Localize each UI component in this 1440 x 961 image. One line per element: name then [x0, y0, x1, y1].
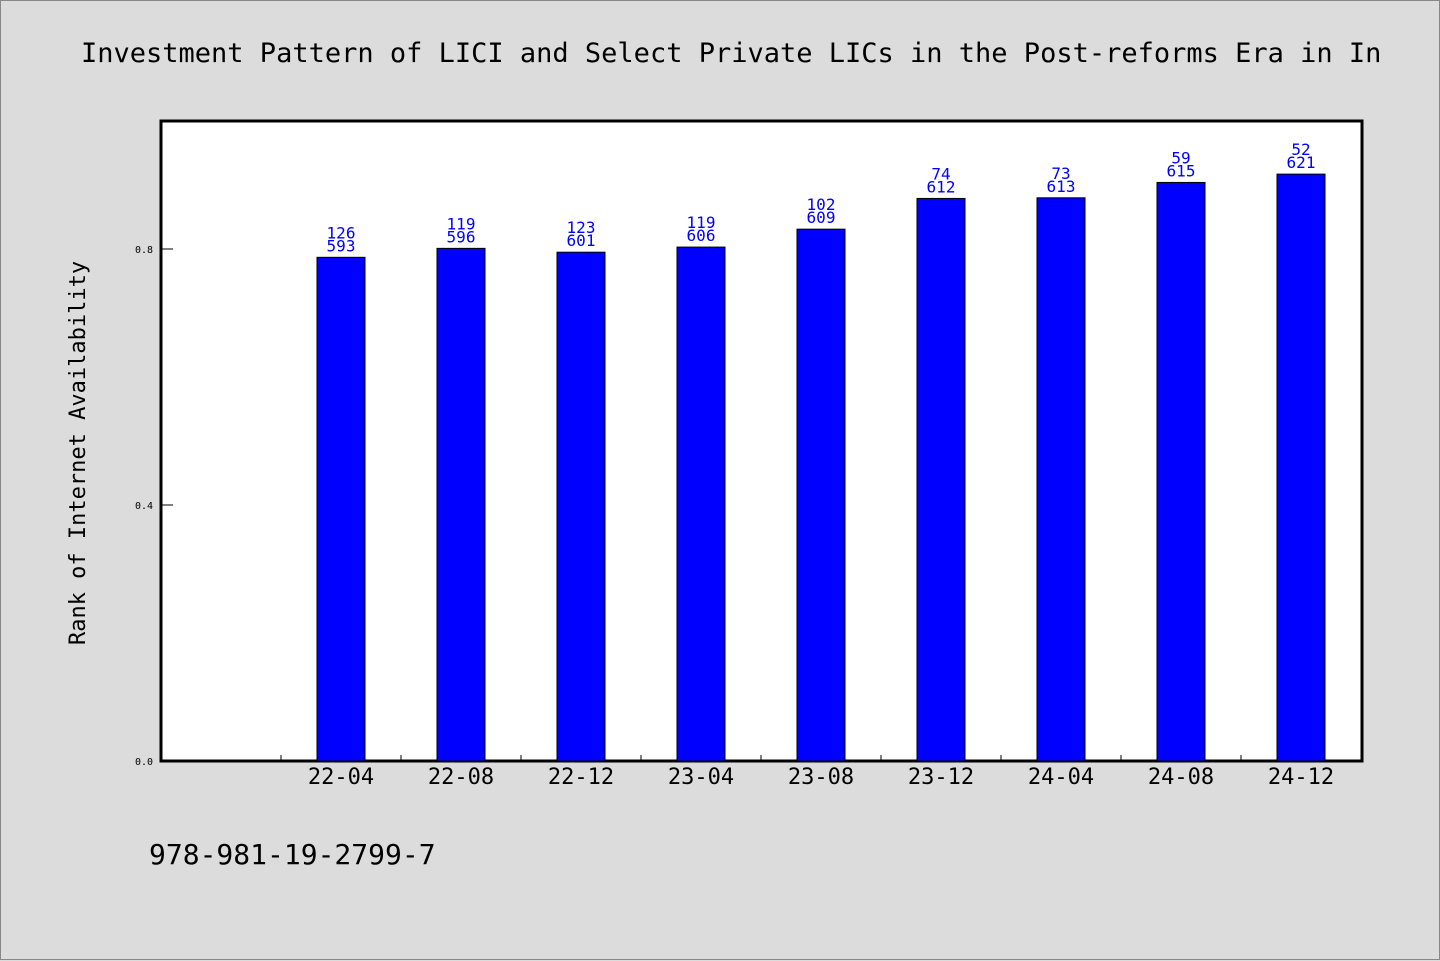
bar-24-08: [1156, 181, 1206, 762]
x-tick-label-23-08: 23-08: [788, 765, 854, 790]
y-tick-label-0.4: 0.4: [135, 501, 153, 512]
data-label-bottom-22-08: 596: [447, 227, 476, 246]
data-label-top-22-04: 126: [327, 223, 356, 242]
y-tick-label-0.8: 0.8: [135, 245, 153, 256]
x-tick-label-23-12: 23-12: [908, 765, 974, 790]
y-axis-ticks: 0.0 0.4 0.8: [135, 245, 173, 768]
y-tick-label-0.0: 0.0: [135, 757, 153, 768]
bar-24-12: [1276, 173, 1326, 762]
bar-22-04: [316, 256, 366, 762]
data-label-top-24-08: 59: [1171, 148, 1190, 167]
bar-23-04: [676, 246, 726, 762]
bar-23-08: [796, 228, 846, 762]
data-label-top-22-12: 123: [567, 218, 596, 237]
x-tick-label-23-04: 23-04: [668, 765, 734, 790]
x-tick-label-22-04: 22-04: [308, 765, 374, 790]
footer-isbn: 978-981-19-2799-7: [149, 838, 436, 871]
x-tick-label-22-12: 22-12: [548, 765, 614, 790]
bar-23-12: [916, 197, 966, 762]
data-label-top-22-08: 119: [447, 214, 476, 233]
data-label-top-23-12: 74: [931, 164, 950, 183]
data-label-bottom-24-04: 613: [1047, 177, 1076, 196]
data-label-top-24-04: 73: [1051, 164, 1070, 183]
data-label-top-23-08: 102: [807, 195, 836, 214]
data-label-top-24-12: 52: [1291, 140, 1310, 159]
x-tick-label-24-08: 24-08: [1148, 765, 1214, 790]
data-label-top-23-04: 119: [687, 213, 716, 232]
y-axis-label: Rank of Internet Availability: [66, 261, 91, 645]
x-tick-label-24-12: 24-12: [1268, 765, 1334, 790]
x-tick-label-22-08: 22-08: [428, 765, 494, 790]
x-axis-ticks: 22-04 22-08 22-12 23-04 23-08 23-12 24-04 24-08…: [280, 755, 1362, 790]
data-label-bottom-24-12: 621: [1287, 153, 1316, 172]
chart-title: Investment Pattern of LICI and Select Pr…: [81, 38, 1381, 69]
data-label-bottom-23-04: 606: [687, 226, 716, 245]
data-label-bottom-24-08: 615: [1167, 161, 1196, 180]
bars-layer: [316, 173, 1326, 762]
data-label-bottom-23-08: 609: [807, 208, 836, 227]
x-tick-label-24-04: 24-04: [1028, 765, 1094, 790]
bar-22-12: [556, 251, 606, 762]
bar-22-08: [436, 247, 486, 762]
bar-24-04: [1036, 197, 1086, 762]
data-label-bottom-22-12: 601: [567, 231, 596, 250]
data-label-bottom-22-04: 593: [327, 236, 356, 255]
data-label-bottom-23-12: 612: [927, 177, 956, 196]
